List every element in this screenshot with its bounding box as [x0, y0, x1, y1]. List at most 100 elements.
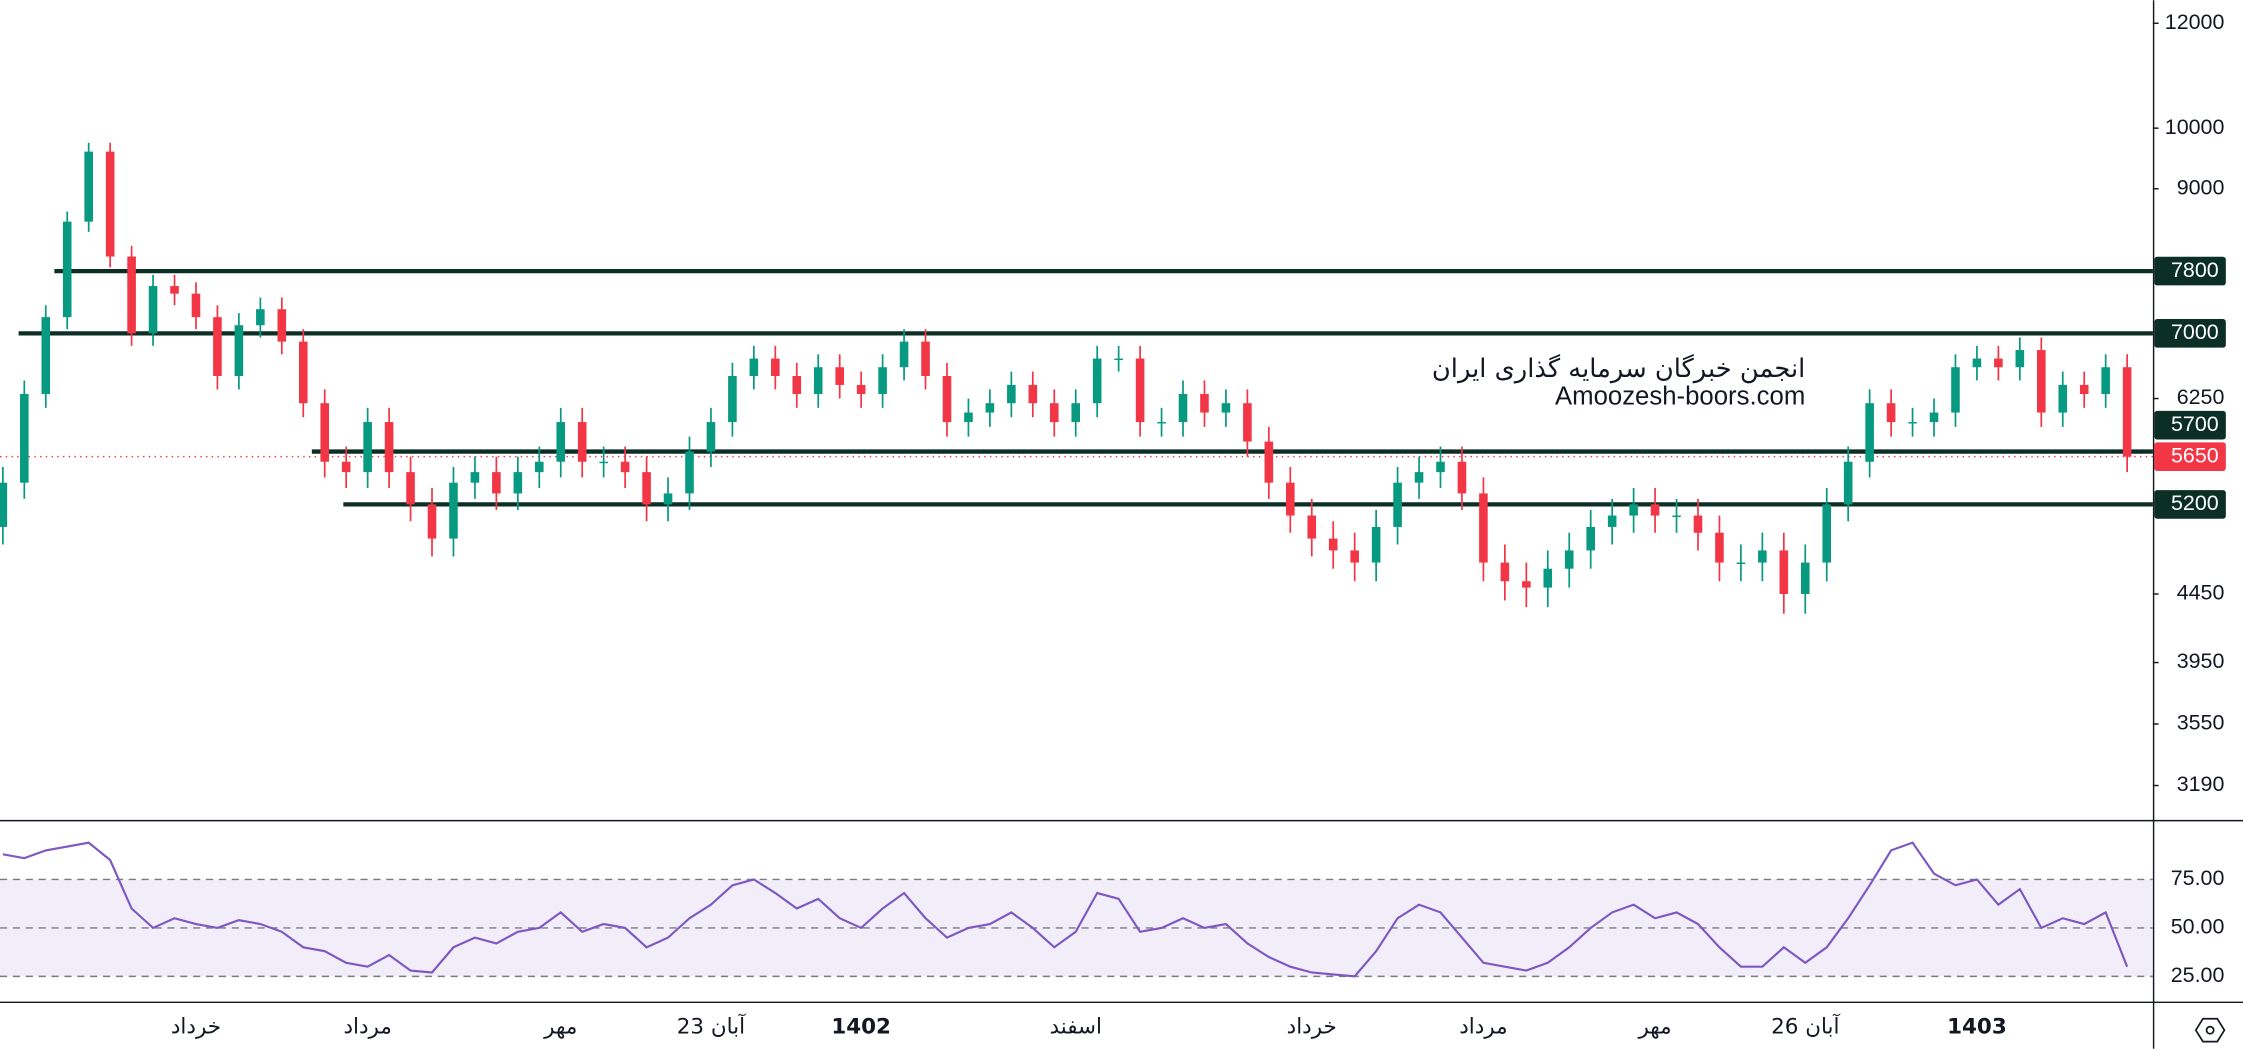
- candle-body: [1908, 422, 1917, 424]
- rsi-tick-label: 75.00: [2171, 866, 2225, 890]
- candle-body: [921, 341, 930, 377]
- candle-body: [1414, 472, 1424, 483]
- level-label: 7800: [2171, 258, 2219, 282]
- candle-body: [1371, 526, 1381, 563]
- level-label-box: [2154, 319, 2226, 348]
- candle-body: [749, 358, 759, 377]
- candle-body: [856, 384, 866, 394]
- candle-body: [320, 403, 330, 462]
- level-label-box: [2154, 256, 2226, 286]
- candle-body: [1264, 441, 1274, 483]
- candle-body: [1715, 532, 1724, 563]
- candle-body: [1994, 358, 2003, 368]
- y-tick-label: 10000: [2165, 115, 2225, 139]
- candle-body: [170, 286, 179, 294]
- candle-body: [1650, 504, 1660, 516]
- candle-body: [213, 317, 222, 377]
- y-tick-label: 4450: [2177, 581, 2225, 605]
- candle-body: [384, 422, 394, 473]
- settings-button[interactable]: [2194, 1017, 2226, 1043]
- x-tick-label: 1403: [1947, 1014, 2007, 1039]
- candle-body: [256, 309, 265, 326]
- rsi-tick-label: 50.00: [2171, 915, 2225, 939]
- candle-body: [1307, 515, 1317, 539]
- candle-body: [1350, 550, 1359, 563]
- candle-body: [105, 151, 115, 257]
- x-tick-label: 23 آبان: [677, 1012, 746, 1039]
- candle-body: [1135, 358, 1145, 423]
- x-tick-label: مرداد: [343, 1014, 391, 1039]
- x-tick-label: خرداد: [171, 1014, 221, 1039]
- candle-body: [1157, 422, 1166, 424]
- candle-body: [1286, 482, 1295, 516]
- candle-body: [1843, 461, 1853, 505]
- candle-body: [1586, 526, 1595, 551]
- candle-body: [1672, 515, 1681, 517]
- candle-body: [427, 504, 437, 539]
- level-label-box: [2154, 490, 2226, 519]
- level-label: 5200: [2171, 491, 2219, 515]
- candle-body: [985, 403, 995, 413]
- candle-body: [127, 256, 136, 334]
- candle-body: [1178, 393, 1188, 423]
- candle-body: [363, 422, 372, 473]
- y-tick-label: 3550: [2177, 711, 2225, 735]
- watermark-title: انجمن خبرگان سرمایه گذاری ایران: [1432, 353, 1805, 384]
- candle-body: [1865, 403, 1874, 462]
- candle-body: [2037, 350, 2046, 413]
- candle-body: [1629, 504, 1638, 516]
- candle-body: [642, 472, 651, 505]
- candle-body: [1972, 358, 1982, 368]
- candle-body: [2101, 367, 2110, 394]
- candle-body: [728, 376, 737, 423]
- candle-body: [1500, 562, 1510, 582]
- candle-body: [1028, 384, 1038, 404]
- y-tick-label: 3950: [2177, 649, 2225, 673]
- candles: [0, 142, 2132, 614]
- candle-body: [2079, 384, 2089, 394]
- level-label-box: [2154, 410, 2226, 440]
- candle-body: [878, 367, 887, 394]
- candle-body: [1951, 367, 1960, 413]
- candle-body: [1543, 568, 1553, 588]
- y-tick-label: 9000: [2177, 175, 2225, 199]
- candle-body: [234, 325, 244, 377]
- settings-icon[interactable]: [2194, 1017, 2226, 1043]
- candle-body: [1929, 412, 1939, 423]
- candle-body: [1092, 358, 1102, 404]
- candle-body: [1822, 504, 1832, 563]
- candle-body: [771, 358, 780, 377]
- candle-body: [277, 309, 287, 342]
- candle-body: [298, 341, 308, 404]
- x-tick-label: مهر: [1637, 1014, 1671, 1039]
- candle-body: [1049, 403, 1059, 423]
- x-tick-label: اسفند: [1049, 1014, 1101, 1039]
- candle-body: [1479, 493, 1488, 563]
- candle-body: [899, 341, 909, 368]
- candle-body: [1393, 482, 1402, 527]
- candle-body: [1071, 403, 1081, 423]
- candle-body: [535, 461, 544, 473]
- candle-body: [148, 286, 158, 334]
- candle-body: [62, 221, 72, 318]
- candle-body: [41, 317, 51, 394]
- x-tick-label: مهر: [543, 1014, 577, 1039]
- y-tick-label: 12000: [2165, 10, 2225, 34]
- watermark-site: Amoozesh-boors.com: [1555, 383, 1805, 411]
- x-tick-label: خرداد: [1287, 1014, 1337, 1039]
- level-label: 5700: [2171, 412, 2219, 436]
- candle-body: [599, 461, 608, 464]
- candle-body: [1221, 403, 1231, 413]
- x-tick-label: 26 آبان: [1771, 1012, 1840, 1039]
- candle-body: [1779, 550, 1789, 594]
- candle-body: [556, 422, 566, 462]
- candle-body: [706, 422, 716, 452]
- candle-body: [1457, 461, 1467, 494]
- candle-body: [2122, 367, 2132, 457]
- candle-body: [1522, 581, 1531, 588]
- candle-body: [1800, 562, 1810, 594]
- candle-body: [1886, 403, 1896, 423]
- candle-body: [942, 376, 952, 423]
